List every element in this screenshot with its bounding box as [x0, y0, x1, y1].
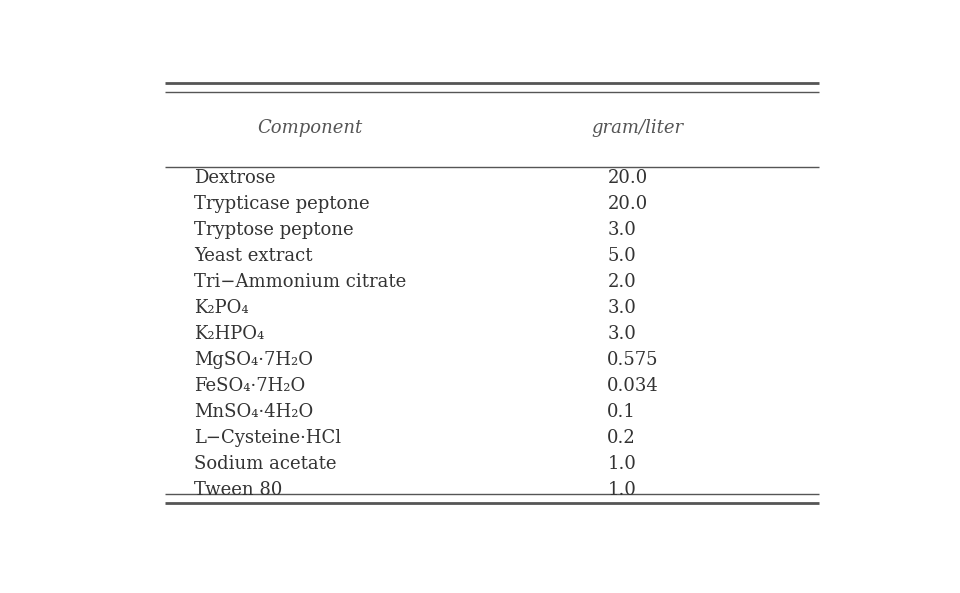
- Text: FeSO₄·7H₂O: FeSO₄·7H₂O: [194, 377, 305, 395]
- Text: gram/liter: gram/liter: [591, 119, 684, 137]
- Text: 3.0: 3.0: [608, 221, 636, 239]
- Text: 3.0: 3.0: [608, 299, 636, 317]
- Text: Tween 80: Tween 80: [194, 481, 283, 499]
- Text: 0.034: 0.034: [608, 377, 660, 395]
- Text: 3.0: 3.0: [608, 325, 636, 343]
- Text: K₂PO₄: K₂PO₄: [194, 299, 249, 317]
- Text: 0.1: 0.1: [608, 403, 636, 420]
- Text: 0.2: 0.2: [608, 429, 636, 447]
- Text: MgSO₄·7H₂O: MgSO₄·7H₂O: [194, 350, 313, 369]
- Text: 20.0: 20.0: [608, 169, 648, 187]
- Text: MnSO₄·4H₂O: MnSO₄·4H₂O: [194, 403, 314, 420]
- Text: 5.0: 5.0: [608, 247, 636, 264]
- Text: 1.0: 1.0: [608, 481, 636, 499]
- Text: Dextrose: Dextrose: [194, 169, 276, 187]
- Text: K₂HPO₄: K₂HPO₄: [194, 325, 265, 343]
- Text: 0.575: 0.575: [608, 350, 659, 369]
- Text: Tryptose peptone: Tryptose peptone: [194, 221, 354, 239]
- Text: Component: Component: [257, 119, 362, 137]
- Text: L−Cysteine·HCl: L−Cysteine·HCl: [194, 429, 342, 447]
- Text: Tri−Ammonium citrate: Tri−Ammonium citrate: [194, 273, 407, 291]
- Text: Trypticase peptone: Trypticase peptone: [194, 195, 370, 213]
- Text: 1.0: 1.0: [608, 455, 636, 473]
- Text: 20.0: 20.0: [608, 195, 648, 213]
- Text: Sodium acetate: Sodium acetate: [194, 455, 337, 473]
- Text: Yeast extract: Yeast extract: [194, 247, 313, 264]
- Text: 2.0: 2.0: [608, 273, 636, 291]
